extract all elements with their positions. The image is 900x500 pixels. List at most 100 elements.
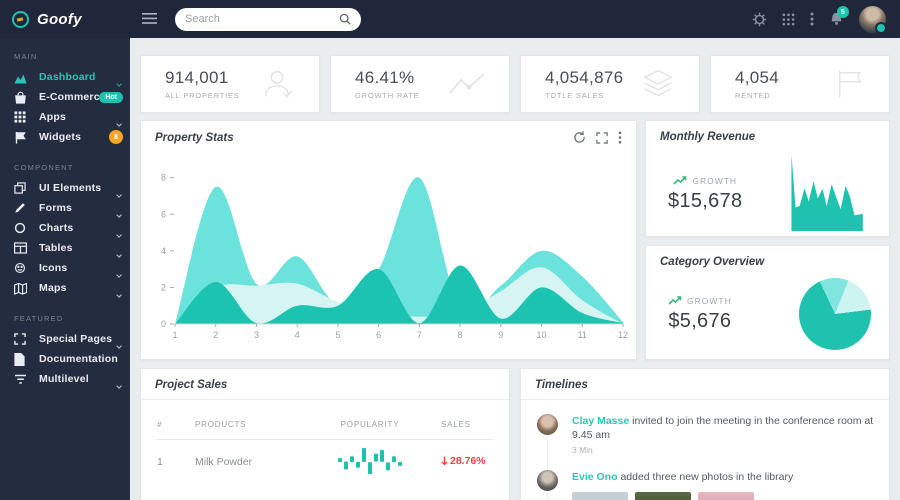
card-title: Property Stats [155, 131, 234, 144]
timestamp: 3 Min [572, 445, 593, 456]
sidebar-item-forms[interactable]: Forms [0, 198, 130, 218]
stat-value: 46.41% [355, 68, 415, 87]
gear-icon[interactable] [752, 12, 767, 27]
trending-up-icon [673, 176, 687, 185]
smile-icon [14, 262, 27, 274]
card-title: Monthly Revenue [660, 131, 756, 143]
category-pie-chart [799, 278, 871, 350]
chevron-down-icon [117, 284, 121, 302]
photo-thumbnail[interactable] [635, 491, 691, 500]
main-content: 914,001 ALL PROPERTIES 46.41% GROWTH RAT… [130, 38, 900, 500]
trending-up-icon [668, 296, 682, 305]
svg-text:9: 9 [498, 330, 503, 340]
user-avatar[interactable] [859, 5, 887, 34]
widgets-count-badge: 8 [109, 130, 123, 144]
refresh-icon[interactable] [573, 131, 586, 144]
table-row[interactable]: 1 Milk Powder 28.76% [141, 440, 509, 484]
growth-label: GROWTH [692, 175, 738, 186]
stat-label: RENTED [735, 91, 771, 100]
svg-text:4: 4 [295, 330, 300, 340]
expand-icon [14, 333, 27, 345]
sidebar-item-maps[interactable]: Maps [0, 278, 130, 298]
card-title: Timelines [535, 379, 588, 391]
hamburger-menu-icon[interactable] [138, 8, 161, 31]
svg-text:0: 0 [161, 319, 166, 329]
svg-text:7: 7 [417, 330, 422, 340]
user-icon [259, 67, 297, 101]
timeline-item: Clay Masse invited to join the meeting i… [535, 412, 875, 455]
fullscreen-icon[interactable] [596, 131, 608, 144]
stat-card-total-sales: 4,054,876 TOTLE SALES [520, 55, 700, 113]
stat-value: 4,054,876 [545, 68, 624, 87]
search-icon[interactable] [339, 13, 351, 25]
stat-label: TOTLE SALES [545, 91, 605, 100]
sidebar-item-tables[interactable]: Tables [0, 238, 130, 258]
bell-icon[interactable]: 5 [829, 6, 849, 27]
avatar[interactable] [535, 412, 560, 437]
sidebar-section-main: MAIN [14, 52, 38, 61]
chevron-down-icon [117, 375, 121, 393]
sidebar-item-ecommerce[interactable]: E-Commerce Hot [0, 87, 130, 107]
svg-text:4: 4 [161, 246, 166, 256]
svg-text:2: 2 [161, 282, 166, 292]
stat-label: GROWTH RATE [355, 91, 420, 100]
photo-thumbnails [572, 491, 793, 500]
svg-text:3: 3 [254, 330, 259, 340]
photo-thumbnail[interactable] [698, 491, 754, 500]
line-chart-icon [447, 71, 487, 97]
sidebar-item-multilevel[interactable]: Multilevel [0, 369, 130, 389]
brand-name: Goofy [37, 10, 82, 28]
svg-text:12: 12 [618, 330, 628, 340]
sidebar-item-icons[interactable]: Icons [0, 258, 130, 278]
grid-icon [14, 111, 27, 123]
stat-card-growth-rate: 46.41% GROWTH RATE [330, 55, 510, 113]
stat-label: ALL PROPERTIES [165, 91, 240, 100]
table-icon [14, 242, 27, 254]
top-navbar: Goofy 5 [0, 0, 900, 38]
logo-icon [12, 10, 29, 28]
stat-value: 914,001 [165, 68, 229, 87]
basket-icon [14, 91, 27, 104]
apps-grid-icon[interactable] [782, 13, 795, 26]
timelines-card: Timelines Clay Masse invited to join the… [520, 368, 890, 500]
sidebar-item-dashboard[interactable]: Dashboard [0, 67, 130, 87]
revenue-spark-chart [791, 154, 863, 231]
filter-icon [14, 374, 27, 385]
user-link[interactable]: Evie Ono [572, 471, 618, 484]
svg-text:6: 6 [161, 209, 166, 219]
search-input[interactable] [185, 13, 339, 25]
copy-icon [14, 182, 27, 194]
pencil-icon [14, 202, 27, 214]
stat-value: 4,054 [735, 68, 780, 87]
svg-text:8: 8 [458, 330, 463, 340]
sidebar-item-ui-elements[interactable]: UI Elements [0, 178, 130, 198]
map-icon [14, 282, 27, 295]
user-link[interactable]: Clay Masse [572, 415, 630, 427]
growth-label: GROWTH [687, 295, 732, 306]
kebab-menu-icon[interactable] [618, 131, 622, 144]
sidebar-item-documentation[interactable]: Documentation [0, 349, 130, 369]
kebab-menu-icon[interactable] [810, 12, 814, 26]
timeline-connector [547, 416, 548, 500]
photo-thumbnail[interactable] [572, 491, 628, 500]
svg-text:1: 1 [172, 330, 177, 340]
search-bar [175, 7, 361, 31]
revenue-value: $15,678 [668, 189, 743, 212]
project-sales-card: Project Sales # PRODUCTS POPULARITY SALE… [140, 368, 510, 500]
svg-text:5: 5 [335, 330, 340, 340]
sales-change: 28.76% [441, 455, 486, 467]
sidebar-item-apps[interactable]: Apps [0, 107, 130, 127]
brand[interactable]: Goofy [0, 10, 130, 28]
sidebar-item-special-pages[interactable]: Special Pages [0, 329, 130, 349]
svg-text:2: 2 [213, 330, 218, 340]
sidebar-item-charts[interactable]: Charts [0, 218, 130, 238]
flag-icon [14, 131, 27, 144]
timeline-item: Evie Ono added three new photos in the l… [535, 468, 875, 500]
category-value: $5,676 [668, 309, 732, 332]
hot-badge: Hot [99, 91, 123, 103]
sidebar-section-featured: FEATURED [14, 314, 64, 323]
sidebar-item-widgets[interactable]: Widgets 8 [0, 127, 130, 147]
avatar[interactable] [535, 468, 560, 494]
monthly-revenue-card: Monthly Revenue GROWTH $15,678 [645, 120, 890, 237]
